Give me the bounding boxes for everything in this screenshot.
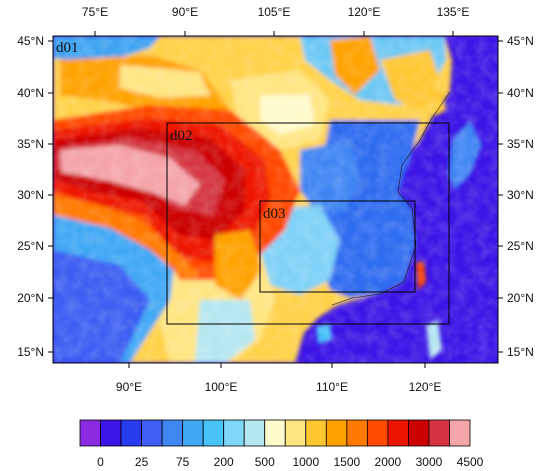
bottom-longitude-labels: 90°E 100°E 110°E 120°E: [116, 380, 441, 394]
colorbar-label: 1500: [333, 455, 360, 469]
left-lat-label: 20°N: [17, 291, 44, 305]
domain-label-d03: d03: [263, 206, 286, 222]
left-latitude-labels: 45°N 40°N 35°N 30°N 25°N 20°N 15°N: [17, 34, 44, 359]
axis-ticks: [48, 31, 503, 368]
colorbar-swatch: [120, 419, 142, 447]
colorbar-swatch: [346, 419, 368, 447]
colorbar-swatch: [408, 419, 430, 447]
colorbar-swatch: [284, 419, 307, 447]
top-lon-label: 75°E: [82, 5, 108, 19]
colorbar-swatch: [79, 419, 101, 447]
top-lon-label: 135°E: [437, 5, 470, 19]
colorbar-label: 200: [214, 455, 234, 469]
right-lat-label: 35°N: [507, 137, 534, 151]
domain-d03-box: [259, 200, 416, 293]
right-lat-label: 20°N: [507, 291, 534, 305]
right-lat-label: 45°N: [507, 34, 534, 48]
colorbar-swatch: [182, 419, 204, 447]
bottom-lon-label: 90°E: [116, 380, 142, 394]
coastline: [331, 91, 451, 306]
colorbar-swatch: [161, 419, 184, 447]
left-lat-label: 40°N: [17, 86, 44, 100]
colorbar-swatch: [387, 419, 409, 447]
left-lat-label: 25°N: [17, 239, 44, 253]
colorbar-label: 4500: [457, 455, 484, 469]
colorbar-swatch: [305, 419, 327, 447]
domain-label-d01: d01: [56, 40, 79, 56]
bottom-lon-label: 120°E: [409, 380, 442, 394]
colorbar-label: 500: [255, 455, 275, 469]
left-lat-label: 30°N: [17, 188, 44, 202]
colorbar-label: 1000: [292, 455, 319, 469]
colorbar-swatch: [449, 419, 471, 447]
top-lon-label: 90°E: [172, 5, 198, 19]
colorbar-label: 25: [135, 455, 149, 469]
right-lat-label: 40°N: [507, 86, 534, 100]
terrain-map: [53, 36, 498, 363]
colorbar-swatch: [100, 419, 122, 447]
colorbar-label: 3000: [416, 455, 443, 469]
right-lat-label: 25°N: [507, 239, 534, 253]
colorbar: [79, 419, 471, 447]
colorbar-swatch: [141, 419, 163, 447]
top-lon-label: 105°E: [258, 5, 291, 19]
left-lat-label: 15°N: [17, 345, 44, 359]
colorbar-swatch: [243, 419, 266, 447]
left-lat-label: 35°N: [17, 137, 44, 151]
colorbar-swatch: [325, 419, 348, 447]
map-frame: [52, 35, 499, 364]
bottom-lon-label: 100°E: [205, 380, 238, 394]
right-lat-label: 15°N: [507, 345, 534, 359]
bottom-lon-label: 110°E: [316, 380, 348, 394]
colorbar-labels: 0 25 75 200 500 1000 1500 2000 3000 4500: [97, 455, 483, 469]
colorbar-swatch: [202, 419, 225, 447]
colorbar-label: 75: [176, 455, 190, 469]
colorbar-swatch: [428, 419, 450, 447]
right-lat-label: 30°N: [507, 188, 534, 202]
colorbar-swatch: [264, 419, 286, 447]
colorbar-label: 0: [97, 455, 104, 469]
left-lat-label: 45°N: [17, 34, 44, 48]
top-longitude-labels: 75°E 90°E 105°E 120°E 135°E: [82, 5, 469, 19]
domain-d02-box: [166, 122, 450, 325]
right-latitude-labels: 45°N 40°N 35°N 30°N 25°N 20°N 15°N: [507, 34, 534, 359]
domain-label-d02: d02: [170, 128, 193, 144]
colorbar-swatch: [223, 419, 245, 447]
top-lon-label: 120°E: [348, 5, 381, 19]
colorbar-swatch: [366, 419, 389, 447]
colorbar-label: 2000: [375, 455, 402, 469]
